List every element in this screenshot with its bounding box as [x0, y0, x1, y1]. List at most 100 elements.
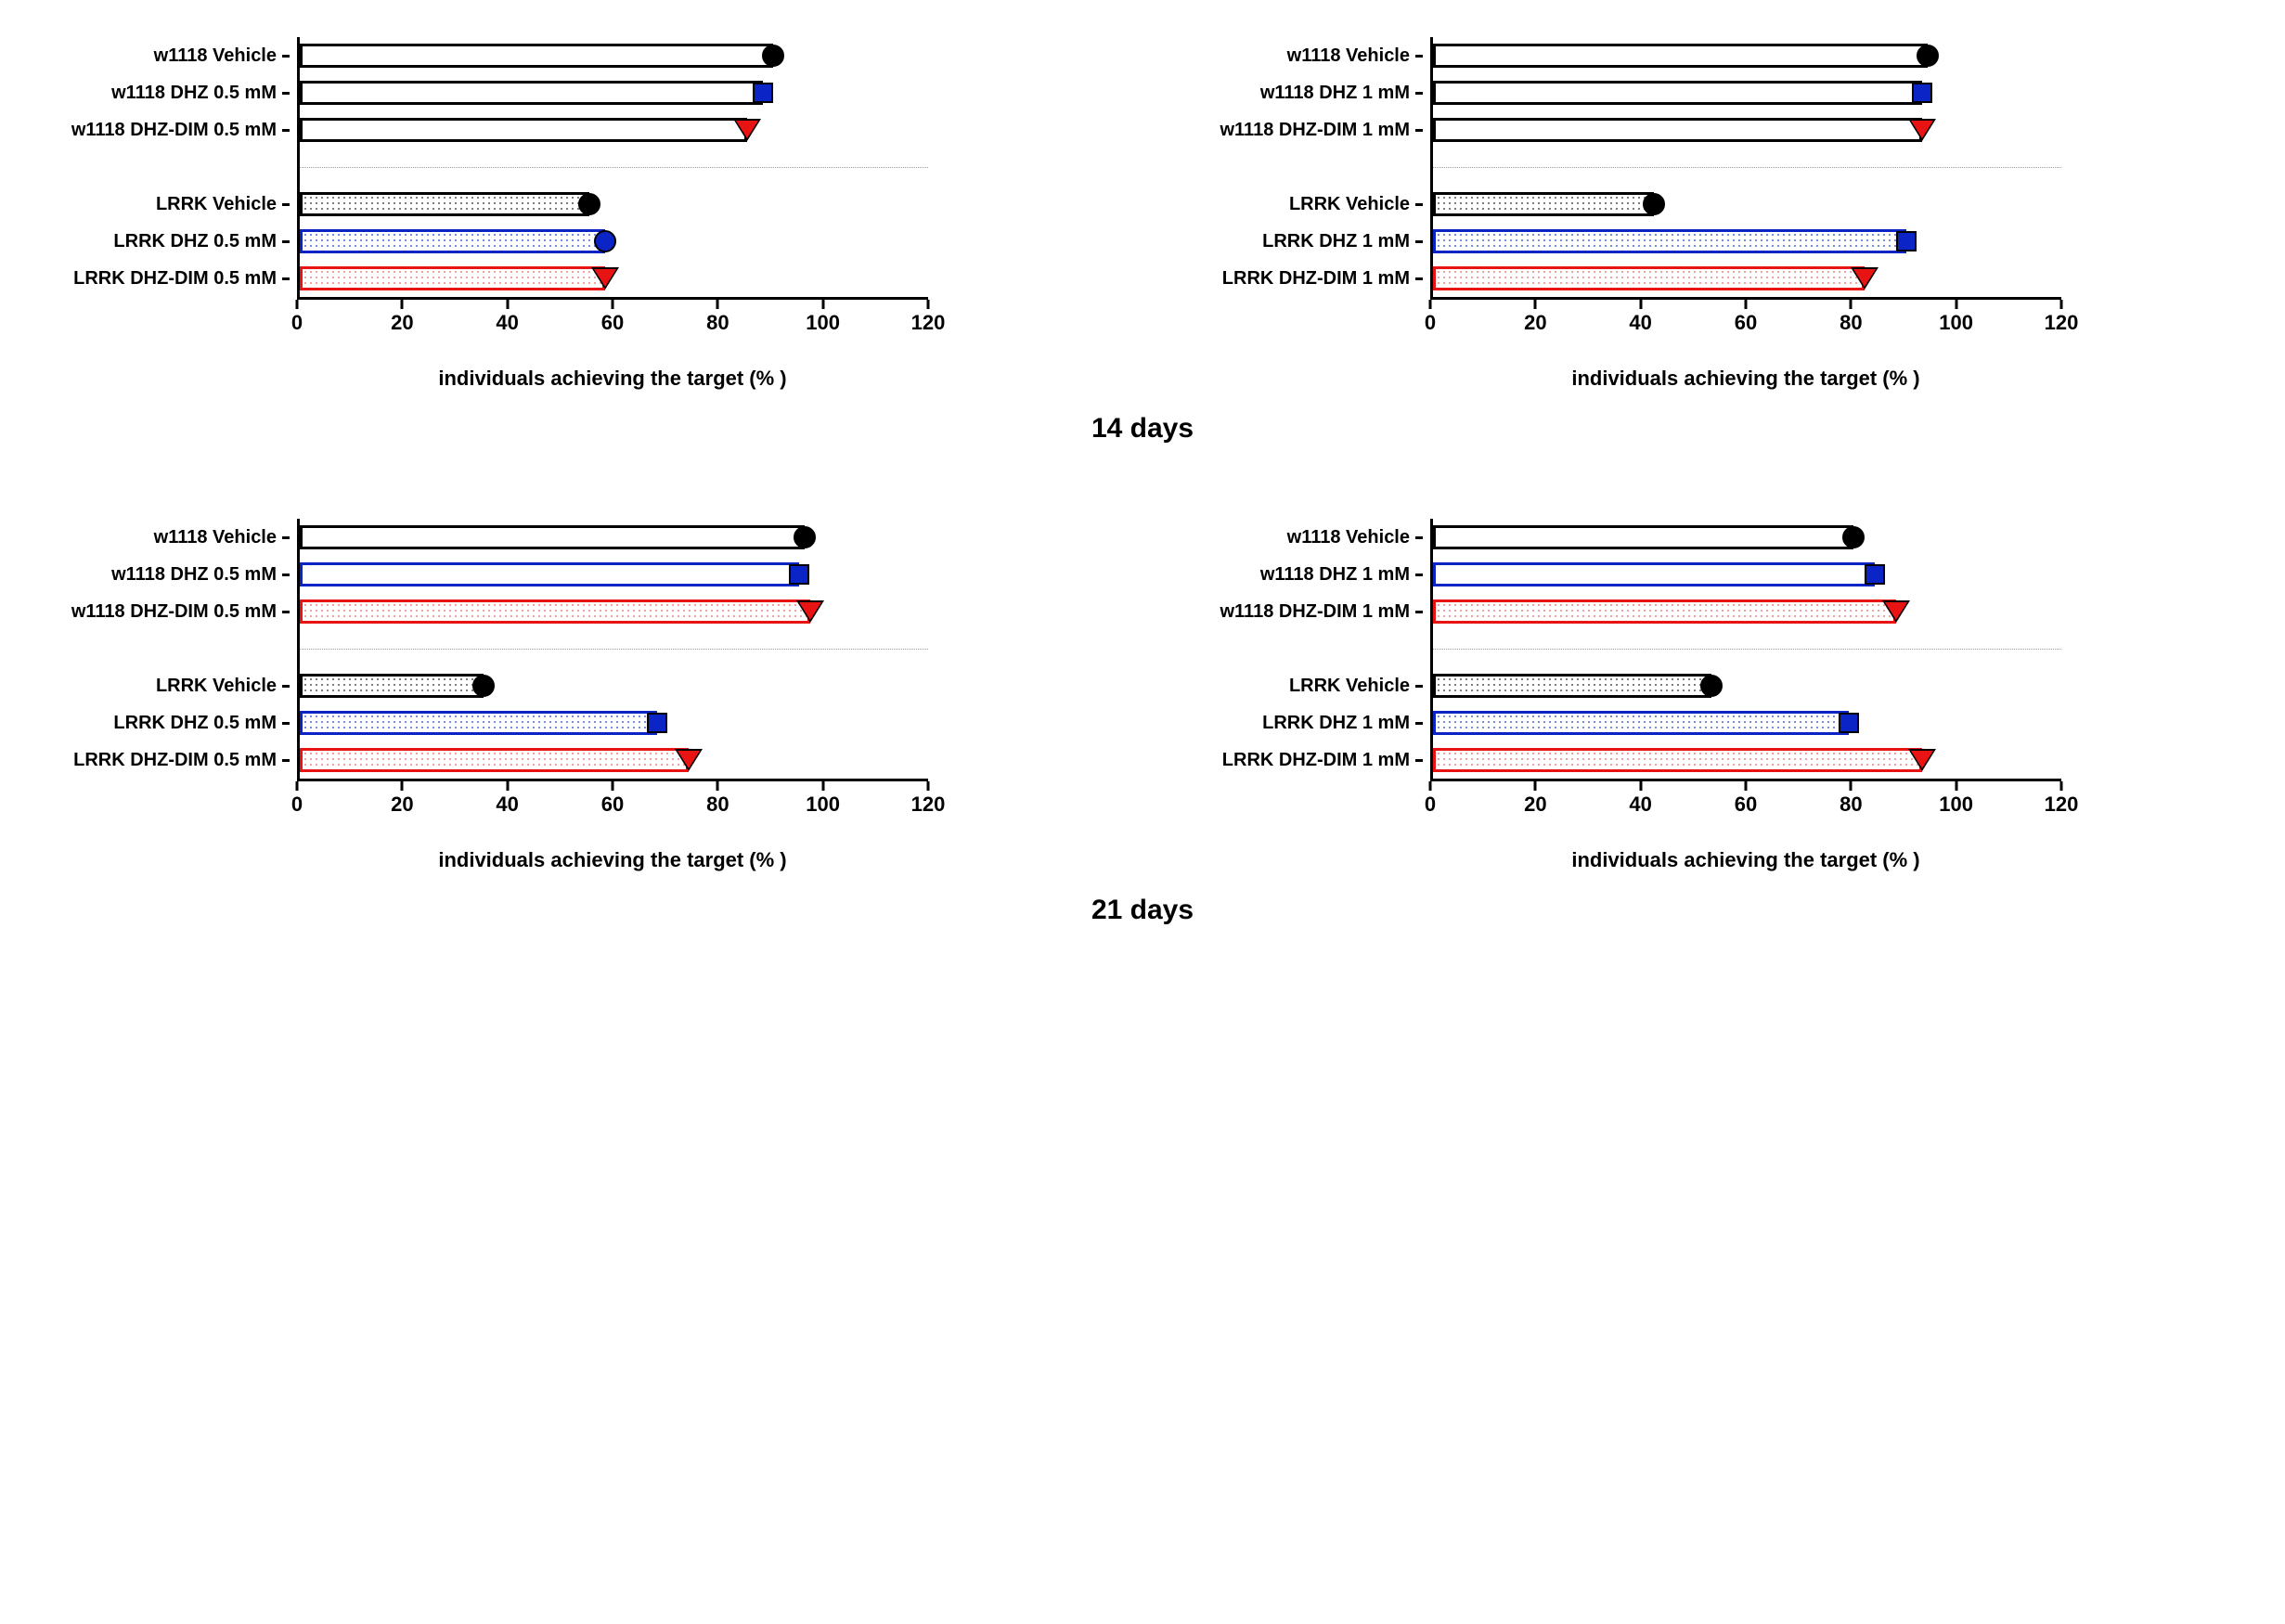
bar	[300, 674, 484, 698]
y-axis-label: w1118 DHZ 0.5 mM	[111, 564, 277, 586]
bar-row	[300, 223, 928, 260]
bar	[1433, 229, 1906, 253]
y-axis-label: w1118 Vehicle	[154, 527, 277, 548]
x-axis: 020406080100120	[1430, 300, 2061, 337]
y-axis-label: LRRK DHZ 0.5 mM	[113, 713, 277, 734]
section-title: 14 days	[37, 413, 2248, 445]
bar	[1433, 44, 1928, 68]
square-marker	[1865, 564, 1885, 585]
y-axis-label: LRRK Vehicle	[156, 194, 277, 215]
bar-row	[300, 74, 928, 111]
bars-region	[1430, 37, 2061, 300]
x-tick-label: 20	[391, 311, 413, 335]
bar	[300, 118, 747, 142]
square-marker	[1896, 231, 1917, 251]
bar	[300, 711, 657, 735]
square-marker	[753, 83, 773, 103]
y-axis-label: LRRK Vehicle	[1289, 194, 1410, 215]
bars-region	[297, 37, 928, 300]
x-tick-label: 120	[2045, 793, 2079, 817]
bar	[1433, 118, 1922, 142]
bar-row	[1433, 593, 2061, 630]
y-axis-label: w1118 DHZ-DIM 0.5 mM	[71, 120, 277, 141]
x-tick	[1955, 300, 1957, 309]
x-tick	[1745, 781, 1748, 791]
y-axis-label: w1118 Vehicle	[154, 45, 277, 67]
bar-row	[300, 593, 928, 630]
bars-region	[1430, 519, 2061, 781]
x-tick-label: 60	[601, 311, 624, 335]
x-tick	[296, 300, 299, 309]
x-tick	[401, 781, 404, 791]
bar-row	[300, 111, 928, 148]
x-axis-title: individuals achieving the target (% )	[297, 848, 928, 872]
y-axis-label: w1118 Vehicle	[1287, 527, 1410, 548]
bar	[300, 599, 810, 624]
square-marker	[1912, 83, 1932, 103]
bar	[1433, 192, 1654, 216]
bar-row	[1433, 186, 2061, 223]
bar	[1433, 711, 1849, 735]
x-tick	[1955, 781, 1957, 791]
x-tick-label: 40	[1629, 311, 1651, 335]
y-axis-label: LRRK DHZ 0.5 mM	[113, 231, 277, 252]
y-axis-label: LRRK DHZ-DIM 0.5 mM	[73, 750, 277, 771]
x-tick	[1534, 781, 1537, 791]
circle-marker	[578, 193, 600, 215]
bar-row	[1433, 74, 2061, 111]
bar-row	[300, 37, 928, 74]
chart-panel: w1118 Vehiclew1118 DHZ 1 mMw1118 DHZ-DIM…	[1170, 519, 2248, 872]
x-tick-label: 0	[1425, 311, 1436, 335]
x-axis-title: individuals achieving the target (% )	[1430, 848, 2061, 872]
x-tick-label: 40	[496, 793, 518, 817]
bar-row	[300, 704, 928, 741]
x-tick-label: 0	[291, 311, 303, 335]
x-tick-label: 40	[496, 311, 518, 335]
x-tick	[1745, 300, 1748, 309]
circle-marker	[1700, 675, 1723, 697]
x-tick-label: 120	[911, 311, 946, 335]
bar	[1433, 599, 1896, 624]
x-tick-label: 120	[911, 793, 946, 817]
x-tick-label: 100	[806, 311, 840, 335]
x-tick	[1850, 781, 1853, 791]
x-tick-label: 80	[706, 311, 729, 335]
circle-marker	[1917, 45, 1939, 67]
x-tick	[1639, 781, 1642, 791]
x-tick-label: 60	[1735, 311, 1757, 335]
x-tick-label: 0	[291, 793, 303, 817]
bar	[300, 748, 689, 772]
x-tick-label: 60	[1735, 793, 1757, 817]
square-marker	[789, 564, 809, 585]
bar	[300, 266, 605, 290]
x-tick	[821, 781, 824, 791]
bar-row	[1433, 667, 2061, 704]
bar-row	[1433, 223, 2061, 260]
bar-row	[1433, 260, 2061, 297]
x-tick	[2060, 781, 2063, 791]
y-axis-label: w1118 DHZ 0.5 mM	[111, 83, 277, 104]
bar	[1433, 525, 1853, 549]
section-title: 21 days	[37, 895, 2248, 926]
bar	[1433, 81, 1922, 105]
bar	[300, 525, 805, 549]
bar-row	[1433, 111, 2061, 148]
x-tick-label: 80	[1840, 793, 1862, 817]
x-tick	[1850, 300, 1853, 309]
chart-panel: w1118 Vehicle w1118 DHZ 0.5 mM w1118 DHZ-D…	[37, 37, 1115, 391]
bar-row	[300, 519, 928, 556]
x-tick	[1534, 300, 1537, 309]
circle-marker	[594, 230, 616, 252]
x-tick	[1429, 781, 1432, 791]
x-tick	[716, 300, 719, 309]
bar	[1433, 748, 1922, 772]
x-axis-title: individuals achieving the target (% )	[297, 367, 928, 391]
bars-region	[297, 519, 928, 781]
figure-root: w1118 Vehicle w1118 DHZ 0.5 mM w1118 DHZ-D…	[37, 37, 2248, 926]
x-tick	[612, 781, 614, 791]
bar-row	[1433, 519, 2061, 556]
y-axis-label: LRRK DHZ-DIM 1 mM	[1222, 268, 1410, 290]
bar	[1433, 674, 1711, 698]
x-tick	[821, 300, 824, 309]
bar	[1433, 266, 1865, 290]
